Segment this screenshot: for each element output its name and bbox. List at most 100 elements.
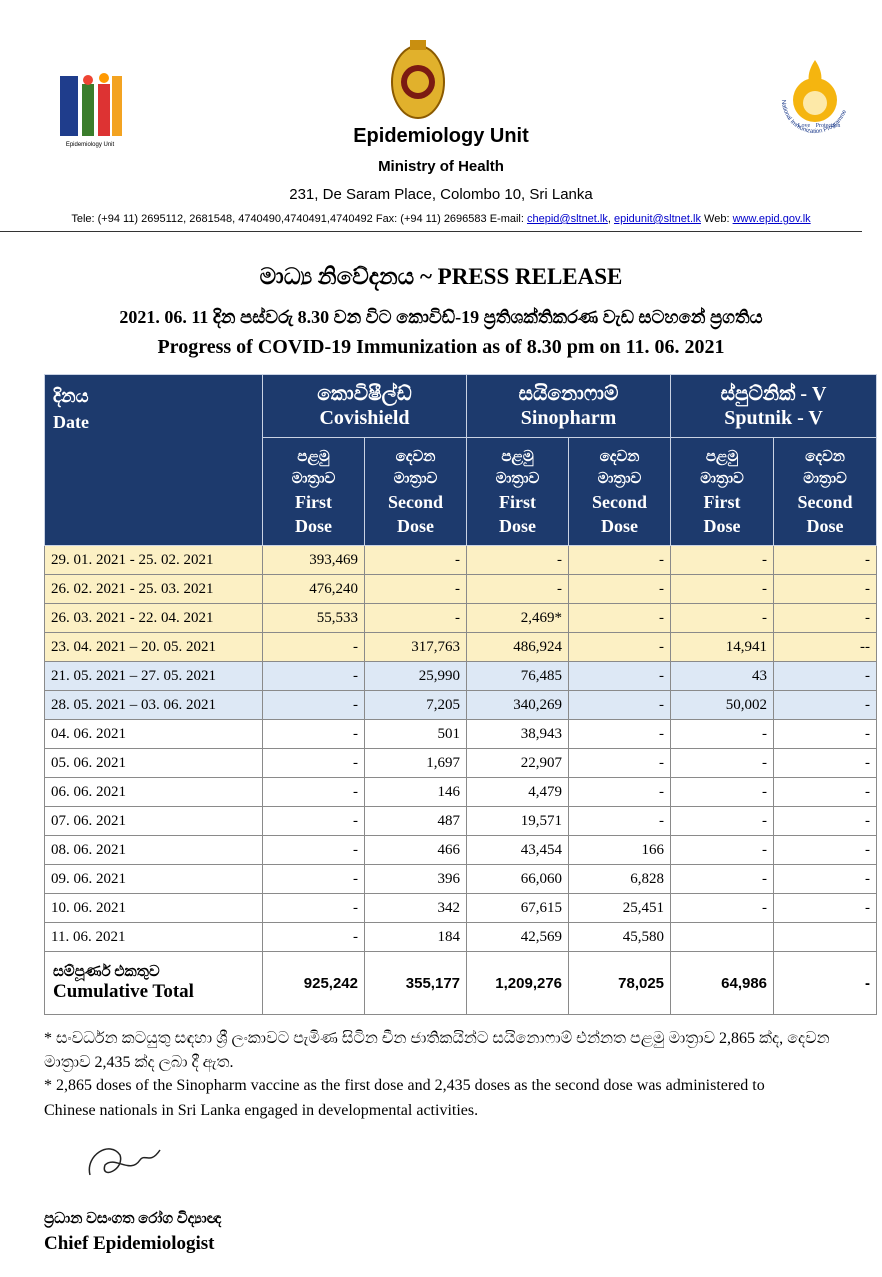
- dose-header: දෙවන මාත්‍රාව Second Dose: [363, 437, 468, 546]
- total-row: සම්පූර්ණ එකතුව Cumulative Total 925,242 355…: [44, 951, 878, 1015]
- date-cell: 29. 01. 2021 - 25. 02. 2021: [44, 545, 263, 575]
- date-cell: 06. 06. 2021: [44, 777, 263, 807]
- header-text: මාත්‍රාව: [700, 470, 744, 487]
- data-row: 10. 06. 2021-342 67,615 25,451- -: [44, 893, 878, 923]
- value-cell: -: [773, 574, 878, 604]
- data-row: 04. 06. 2021-501 38,943- - -: [44, 719, 878, 749]
- vaccine-header: කොවිෂීල්ඩ් Covishield: [261, 374, 468, 438]
- value-cell: 4,479: [466, 777, 570, 807]
- value-cell: -: [773, 777, 878, 807]
- value-cell: 25,990: [363, 661, 468, 691]
- header-text: First: [295, 491, 332, 512]
- value-cell: -: [568, 574, 672, 604]
- header-text: මාත්‍රාව: [597, 470, 642, 487]
- header-text: Second: [592, 491, 648, 512]
- value-cell: 501: [363, 719, 468, 749]
- title: මාධ්‍ය නිවේදනය ~ PRESS RELEASE: [259, 264, 623, 289]
- date-cell: 08. 06. 2021: [44, 835, 263, 865]
- date-cell: 26. 02. 2021 - 25. 03. 2021: [44, 574, 263, 604]
- data-row: 28. 05. 2021 – 03. 06. 2021-7,205 340,269…: [44, 690, 878, 720]
- org: Epidemiology Unit: [353, 125, 529, 147]
- web-link[interactable]: www.epid.gov.lk: [732, 213, 811, 225]
- email-link[interactable]: chepid@sltnet.lk: [526, 213, 608, 225]
- value-cell: 42,569: [466, 922, 570, 952]
- data-row: 08. 06. 2021-466 43,454 166- -: [44, 835, 878, 865]
- value-cell: 342: [363, 893, 468, 923]
- value-cell: 476,240: [262, 574, 365, 604]
- web-label: Web:: [704, 213, 730, 225]
- total-label: සම්පූර්ණ එකතුව Cumulative Total: [44, 951, 263, 1015]
- value-cell: 2,469*: [466, 603, 570, 633]
- value-cell: 317,763: [363, 632, 468, 662]
- value-cell: 76,485: [466, 661, 570, 691]
- value-cell: -: [670, 806, 775, 836]
- value-cell: 45,580: [568, 922, 672, 952]
- value-cell: -: [568, 545, 672, 575]
- logo-text: Epidemiology Unit: [66, 142, 115, 148]
- date-cell: 07. 06. 2021: [44, 806, 263, 836]
- total-value: 64,986: [670, 951, 775, 1015]
- header-text: මාත්‍රාව: [291, 470, 336, 487]
- value-cell: -: [670, 864, 775, 894]
- date-cell: 04. 06. 2021: [44, 719, 263, 749]
- value-cell: -: [773, 690, 878, 720]
- immunization-table: දිනය Date කොවිෂීල්ඩ් Covishield සයිනොෆාම් Sin…: [44, 374, 878, 1015]
- value-cell: -: [568, 603, 672, 633]
- value-cell: -: [568, 748, 672, 778]
- data-row: 06. 06. 2021-146 4,479- - -: [44, 777, 878, 807]
- header-text: Dose: [703, 515, 741, 536]
- data-row: 05. 06. 2021-1,697 22,907- - -: [44, 748, 878, 778]
- vaccine-header: සයිනොෆාම් Sinopharm: [466, 374, 672, 438]
- value-cell: -: [773, 603, 878, 633]
- header-text: දෙවන: [805, 448, 845, 465]
- dose-header: දෙවන මාත්‍රාව Second Dose: [773, 437, 878, 546]
- date-cell: 21. 05. 2021 – 27. 05. 2021: [44, 661, 263, 691]
- value-cell: 66,060: [466, 864, 570, 894]
- data-row: 09. 06. 2021-396 66,060 6,828- -: [44, 864, 878, 894]
- header-text: පළමු: [705, 448, 739, 465]
- value-cell: -: [568, 690, 672, 720]
- date-cell: 10. 06. 2021: [44, 893, 263, 923]
- date-cell: 28. 05. 2021 – 03. 06. 2021: [44, 690, 263, 720]
- header-text: දෙවන: [599, 448, 640, 465]
- ministry: Ministry of Health: [378, 158, 504, 175]
- total-value: 1,209,276: [466, 951, 570, 1015]
- email-link[interactable]: epidunit@sltnet.lk: [613, 213, 701, 225]
- value-cell: -: [568, 777, 672, 807]
- dose-header: දෙවන මාත්‍රාව Second Dose: [568, 437, 672, 546]
- date-cell: 26. 03. 2021 - 22. 04. 2021: [44, 603, 263, 633]
- header-text: Dose: [601, 515, 639, 536]
- value-cell: -: [670, 748, 775, 778]
- value-cell: 19,571: [466, 806, 570, 836]
- header-text: දෙවන: [395, 448, 436, 465]
- contact-text: Tele: (+94 11) 2695112, 2681548, 4740490…: [71, 213, 524, 225]
- total-value: 355,177: [363, 951, 468, 1015]
- value-cell: 466: [363, 835, 468, 865]
- header-text: මාත්‍රාව: [393, 470, 438, 487]
- value-cell: -: [466, 574, 570, 604]
- dose-header: පළමු මාත්‍රාව First Dose: [670, 437, 775, 546]
- value-cell: 43: [670, 661, 775, 691]
- value-cell: -: [262, 835, 365, 865]
- value-cell: -: [670, 893, 775, 923]
- header-text: First: [499, 491, 536, 512]
- total-value: 78,025: [568, 951, 672, 1015]
- total-value: -: [773, 951, 878, 1015]
- value-cell: -: [568, 661, 672, 691]
- header-text: ස්පුට්නික් - V: [720, 383, 827, 405]
- value-cell: 22,907: [466, 748, 570, 778]
- header-text: කොවිෂීල්ඩ්: [317, 383, 412, 405]
- header-text: මාත්‍රාව: [495, 470, 540, 487]
- value-cell: -: [773, 864, 878, 894]
- data-row: 23. 04. 2021 – 20. 05. 2021-317,763 486,9…: [44, 632, 878, 662]
- emblem: [391, 40, 445, 119]
- header-text: Covishield: [319, 407, 410, 429]
- dose-header: පළමු මාත්‍රාව First Dose: [466, 437, 570, 546]
- header-text: Second: [388, 491, 444, 512]
- header-text: Dose: [806, 515, 844, 536]
- value-cell: [773, 922, 878, 952]
- value-cell: -: [262, 719, 365, 749]
- value-cell: 43,454: [466, 835, 570, 865]
- data-row: 26. 03. 2021 - 22. 04. 2021 55,533-2,469*…: [44, 603, 878, 633]
- header-text: Date: [53, 412, 89, 432]
